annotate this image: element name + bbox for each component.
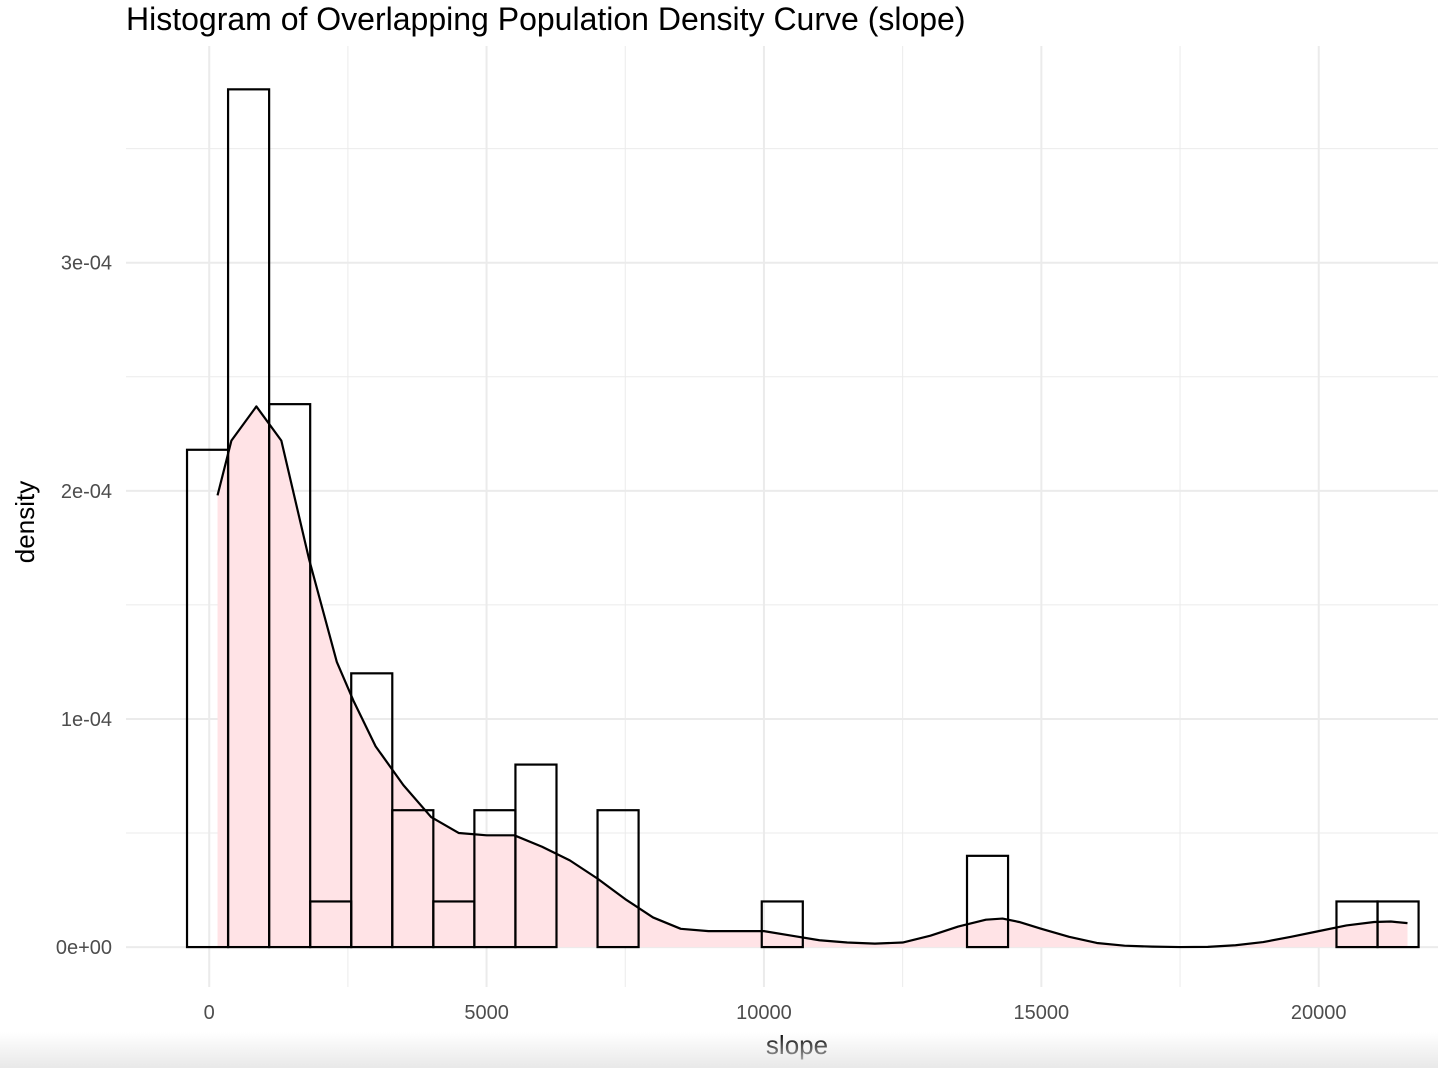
histogram-bar [965, 854, 1010, 949]
x-tick-label: 5000 [464, 1002, 509, 1024]
histogram-bar [391, 809, 435, 949]
window-bottom-edge [0, 1032, 1438, 1068]
histogram-bar [268, 403, 312, 949]
y-tick-label: 2e-04 [61, 481, 112, 503]
histogram-bar [760, 900, 804, 949]
density-area-layer [217, 406, 1408, 948]
histogram-bars-layer [185, 88, 1420, 949]
density-curve-line [216, 405, 1408, 949]
y-axis-title: density [10, 481, 40, 563]
histogram-bar [1376, 900, 1420, 949]
y-tick-label: 3e-04 [61, 253, 112, 275]
density-curve-layer [216, 405, 1408, 949]
histogram-bar [514, 763, 558, 949]
chart-title: Histogram of Overlapping Population Dens… [126, 1, 966, 37]
density-area [217, 406, 1408, 948]
x-tick-label: 10000 [736, 1002, 792, 1024]
x-tick-label: 20000 [1291, 1002, 1347, 1024]
y-tick-label: 0e+00 [56, 937, 112, 959]
tick-labels-layer: 0 5000 10000 15000 20000 0e+00 1e-04 2e-04 3e-04 [56, 253, 1347, 1024]
x-tick-label: 0 [204, 1002, 215, 1024]
y-tick-label: 1e-04 [61, 709, 112, 731]
x-tick-label: 15000 [1014, 1002, 1070, 1024]
